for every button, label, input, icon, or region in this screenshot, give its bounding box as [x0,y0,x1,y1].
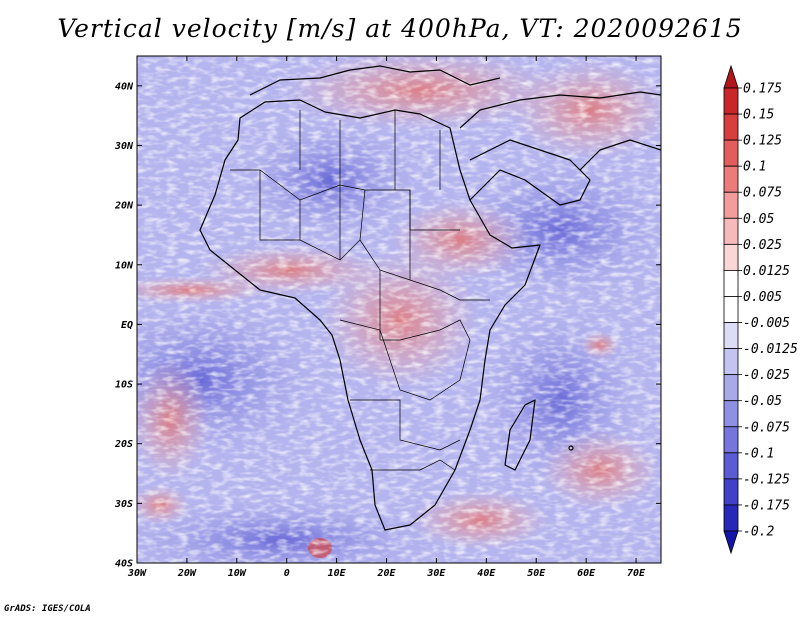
colorbar-box [723,374,739,402]
colorbar-level-label: 0.0125 [743,264,790,279]
lat-tick-label: 40S [115,559,133,570]
lon-tick-label: 10W [228,568,247,579]
lat-tick-label: 30S [114,499,133,510]
colorbar-level-label: -0.005 [743,316,790,331]
colorbar-box [723,165,739,193]
longitude-axis: 30W 20W 10W 0 10E 20E 30E 40E 50E 60E 70E [127,56,646,579]
colorbar-level-label: -0.0125 [743,342,798,357]
lat-tick-label: 20S [114,439,133,450]
latitude-axis: 40N 30N 20N 10N EQ 10S 20S 30S 40S [114,81,661,570]
lon-tick-label: 60E [577,568,596,579]
colorbar-top-arrow [723,64,739,89]
lat-tick-label: 40N [115,81,134,92]
lon-tick-label: 20W [177,568,197,579]
lat-tick-label: 20N [114,201,134,212]
lat-tick-label: 10N [115,260,134,271]
colorbar-level-label: 0.025 [743,238,782,253]
colorbar-box [723,296,739,323]
colorbar-box [723,322,739,349]
colorbar-box [723,87,739,115]
lon-tick-label: 50E [527,568,546,579]
colorbar-level-label: 0.1 [743,160,766,175]
colorbar-level-label: 0.15 [743,108,774,123]
colorbar: 0.175 0.15 0.125 0.1 0.075 0.05 0.025 0.0125 0.0… [723,64,798,555]
lon-tick-label: 0 [284,568,290,579]
plot-frame [136,55,662,564]
colorbar-box [723,139,739,167]
colorbar-level-label: -0.025 [743,368,790,383]
colorbar-box [723,348,739,376]
lon-tick-label: 40E [477,568,496,579]
colorbar-level-label: 0.05 [743,212,774,227]
colorbar-box [723,400,739,428]
colorbar-box [723,270,739,297]
colorbar-level-label: 0.125 [743,134,782,149]
colorbar-level-label: -0.05 [743,394,782,409]
colorbar-bottom-arrow [723,530,739,555]
lat-tick-label: 30N [114,141,134,152]
colorbar-box [723,113,739,141]
colorbar-level-label: -0.2 [743,525,774,540]
chart-title: Vertical velocity [m/s] at 400hPa, VT: 2… [57,14,743,43]
colorbar-level-label: -0.125 [743,472,790,487]
colorbar-box [723,504,739,532]
lon-tick-label: 30W [127,568,147,579]
colorbar-box [723,426,739,454]
colorbar-level-label: 0.075 [743,186,782,201]
lon-tick-label: 10E [328,568,347,579]
colorbar-box [723,478,739,506]
lon-tick-label: 70E [627,568,646,579]
lat-tick-label: EQ [121,320,133,331]
colorbar-box [723,452,739,480]
velocity-field [137,56,661,563]
colorbar-level-label: -0.1 [743,446,774,461]
lat-tick-label: 10S [115,380,133,391]
colorbar-level-label: 0.005 [743,290,782,305]
colorbar-box [723,191,739,219]
lon-tick-label: 20E [376,568,396,579]
colorbar-level-label: 0.175 [743,82,782,97]
colorbar-box [723,243,739,271]
colorbar-level-label: -0.075 [743,420,790,435]
colorbar-box [723,217,739,245]
grads-credit: GrADS: IGES/COLA [4,604,91,614]
country-borders [230,110,490,471]
colorbar-level-label: -0.175 [743,498,790,513]
lon-tick-label: 30E [426,568,446,579]
